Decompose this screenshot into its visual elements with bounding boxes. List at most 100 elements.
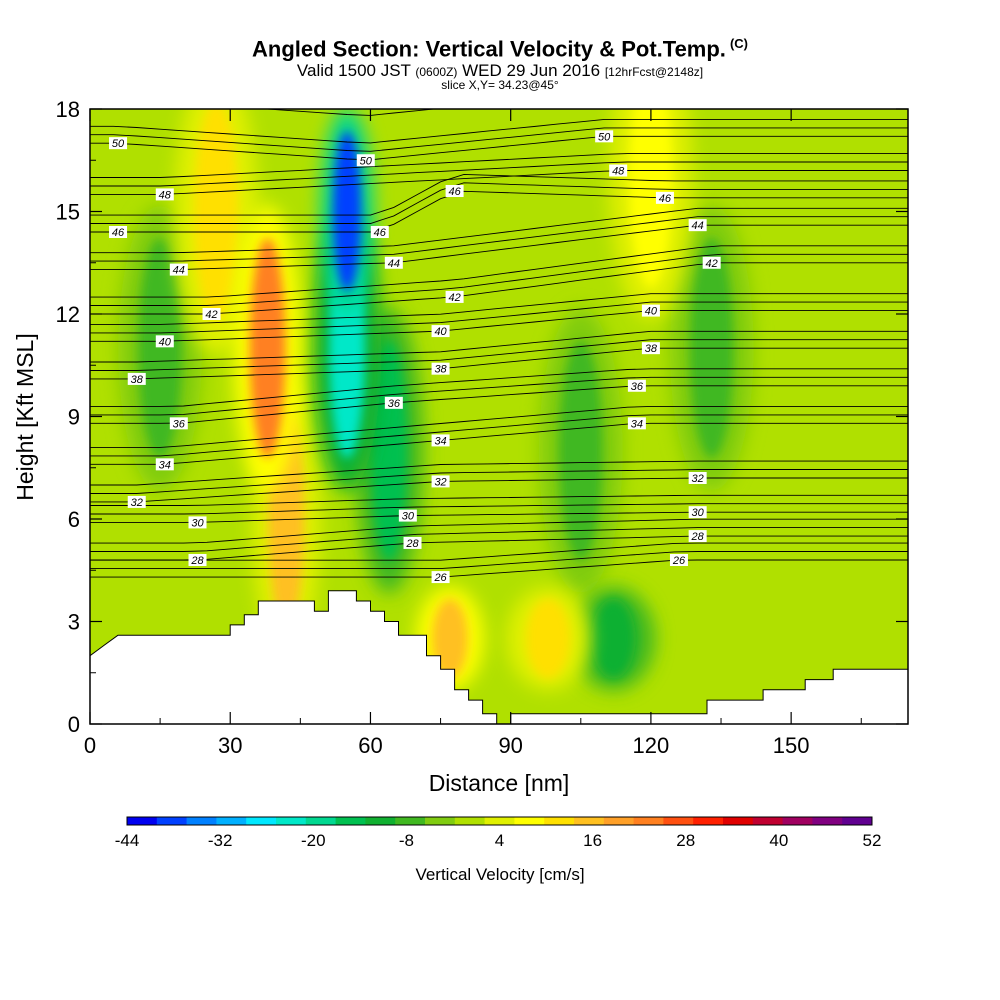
contour-label-text: 46 — [448, 186, 461, 198]
colorbar-swatch — [425, 817, 456, 825]
isentrope-line — [90, 224, 908, 271]
colorbar-swatch — [603, 817, 635, 825]
potential-temperature-contours — [90, 71, 908, 578]
contour-label: 38 — [127, 372, 146, 386]
colorbar-tick-label: -20 — [301, 831, 326, 850]
x-tick-label: 30 — [218, 733, 242, 758]
isentrope-line — [90, 494, 908, 506]
contour-label: 34 — [431, 434, 450, 447]
isentrope-line — [90, 245, 908, 298]
colorbar-tick-label: 40 — [769, 831, 788, 850]
colorbar-swatch — [156, 817, 188, 825]
title-text: Angled Section: Vertical Velocity & Pot.… — [252, 36, 726, 62]
contour-label: 28 — [403, 536, 422, 550]
contour-label-text: 50 — [112, 138, 125, 150]
contour-label: 46 — [109, 226, 128, 239]
colorbar-label: Vertical Velocity [cm/s] — [415, 865, 584, 884]
isentrope-line — [90, 422, 908, 465]
isentrope-line — [90, 535, 908, 561]
isentrope-line — [90, 127, 908, 152]
colorbar-swatch — [842, 817, 873, 825]
isentrope-line — [90, 71, 908, 95]
y-tick-label: 6 — [68, 507, 80, 532]
isentrope-line — [90, 559, 908, 578]
y-axis-label: Height [Kft MSL] — [12, 333, 38, 500]
y-tick-label: 15 — [56, 200, 80, 225]
colorbar-swatch — [663, 817, 694, 825]
contour-label: 34 — [627, 417, 646, 430]
colorbar-frame — [126, 816, 873, 826]
isentrope-line — [90, 368, 908, 407]
x-tick-label: 120 — [633, 733, 670, 758]
contour-label-text: 28 — [190, 555, 204, 567]
contour-label-text: 44 — [173, 265, 185, 277]
isentrope-line — [90, 216, 908, 262]
contour-label-text: 34 — [631, 418, 643, 430]
contour-label: 40 — [431, 325, 450, 338]
contour-label-text: 34 — [434, 435, 446, 447]
contour-label: 48 — [609, 164, 628, 178]
contour-label: 46 — [370, 226, 389, 239]
velocity-core — [526, 598, 571, 679]
contour-label: 38 — [431, 362, 450, 376]
y-tick-label: 0 — [68, 712, 80, 737]
contour-label: 30 — [188, 516, 207, 529]
isentrope-line — [90, 376, 908, 416]
title-tag: (C) — [729, 36, 748, 51]
contour-label-text: 40 — [645, 306, 658, 318]
colorbar-swatch — [276, 817, 307, 825]
contour-label-text: 42 — [205, 309, 217, 321]
colorbar-tick-label: 16 — [583, 831, 602, 850]
contour-label: 50 — [109, 137, 128, 150]
isentrope-line — [90, 503, 908, 515]
contour-label-text: 42 — [706, 258, 718, 270]
contour-label: 36 — [384, 396, 403, 410]
valid-time: Valid 1500 JST — [296, 61, 411, 80]
contour-label-text: 36 — [388, 398, 401, 410]
contour-label-text: 44 — [692, 220, 704, 232]
velocity-core — [591, 598, 636, 679]
colorbar-tick-label: 28 — [676, 831, 695, 850]
isentrope-line — [90, 551, 908, 570]
contour-label: 44 — [169, 263, 188, 277]
contour-label-text: 38 — [131, 374, 144, 386]
contour-labels: 50 48 46 44 42 40 38 36 34 32 30 28 50 46 46 44 42 40 38 36… — [109, 130, 721, 584]
contour-label-text: 28 — [405, 538, 419, 550]
contour-label-text: 44 — [388, 258, 400, 270]
contour-label: 46 — [655, 191, 674, 205]
contour-label: 42 — [445, 290, 464, 304]
x-tick-label: 0 — [84, 733, 96, 758]
plot-area: 50 48 46 44 42 40 38 36 34 32 30 28 50 46 46 44 42 40 38 36… — [90, 71, 908, 724]
contour-label-text: 30 — [402, 511, 415, 523]
isentrope-line — [90, 135, 908, 161]
colorbar-swatch — [454, 817, 486, 825]
colorbar-swatch — [127, 817, 158, 825]
x-axis-label: Distance [nm] — [429, 770, 570, 796]
contour-label-text: 46 — [659, 193, 672, 205]
colorbar-tick-label: -32 — [208, 831, 233, 850]
contour-label-text: 50 — [360, 155, 373, 167]
colorbar-swatch — [305, 817, 337, 825]
contour-label: 36 — [627, 379, 646, 393]
isentrope-line — [90, 118, 908, 144]
contour-label: 38 — [641, 342, 660, 355]
contour-label-text: 32 — [131, 497, 143, 509]
contour-label: 46 — [445, 185, 464, 198]
slice-info: slice X,Y= 34.23@45° — [0, 78, 1000, 92]
x-tick-label: 90 — [498, 733, 522, 758]
contour-label-text: 50 — [598, 131, 611, 143]
contour-label: 26 — [669, 554, 688, 567]
contour-label-text: 48 — [612, 166, 625, 178]
colorbar-tick-label: 52 — [863, 831, 882, 850]
isentrope-line — [90, 385, 908, 424]
colorbar-swatch — [484, 817, 515, 825]
colorbar-tick-label: -44 — [115, 831, 140, 850]
contour-label-text: 38 — [434, 364, 447, 376]
isentrope-line — [90, 207, 908, 254]
isentrope-line — [90, 527, 908, 552]
contour-label: 32 — [431, 475, 450, 488]
isentrope-line — [90, 405, 908, 448]
y-tick-label: 9 — [68, 405, 80, 430]
